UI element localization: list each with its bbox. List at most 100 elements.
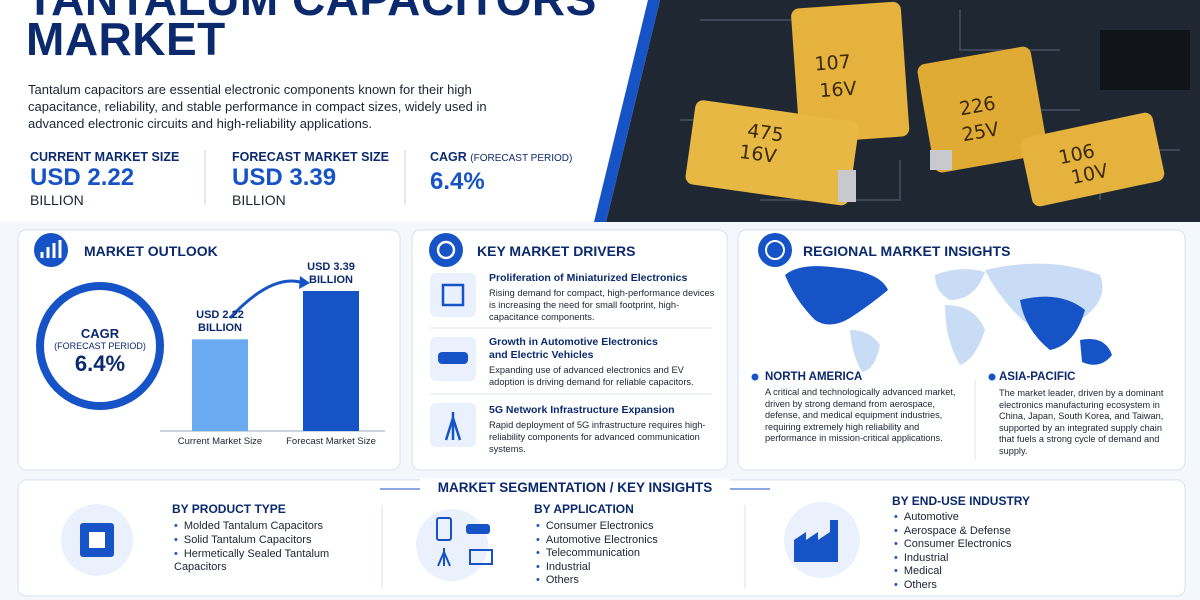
chip (1100, 30, 1190, 90)
segment-item: Hermetically Sealed Tantalum Capacitors (174, 548, 334, 576)
icon (429, 233, 463, 267)
icon-glyph (436, 517, 452, 541)
capacitor-body (791, 1, 910, 144)
capacitor-body (917, 46, 1048, 173)
icon-glyph (765, 240, 785, 260)
world-map (785, 263, 1112, 372)
stat-label: FORECAST MARKET SIZE (232, 150, 389, 164)
driver-title: 5G Network Infrastructure Expansion (489, 404, 675, 416)
segment-item: Others (536, 574, 724, 588)
driver: Growth in Automotive Electronics and Ele… (489, 336, 717, 388)
capacitor-voltage: 16V (738, 141, 778, 168)
segment-group: BY PRODUCT TYPE Molded Tantalum Capacito… (172, 502, 362, 575)
growth-arrow (228, 279, 301, 320)
bar (303, 291, 359, 431)
segment-group: BY APPLICATION Consumer ElectronicsAutom… (534, 502, 724, 588)
capacitor-graphic (685, 1, 1165, 207)
stat: CAGR (FORECAST PERIOD) 6.4% (430, 150, 572, 196)
growth-arrowhead (299, 276, 310, 289)
map-region (785, 266, 888, 325)
panel-title: REGIONAL MARKET INSIGHTS (803, 243, 1011, 259)
capacitor-code: 475 (746, 120, 785, 147)
cagr-period: (FORECAST PERIOD) (54, 341, 146, 351)
cagr-ring (36, 282, 164, 410)
category-label: Forecast Market Size (286, 436, 376, 447)
icon-glyph (89, 532, 105, 548)
segment-list: Consumer ElectronicsAutomotive Electroni… (536, 520, 724, 588)
map-region (945, 305, 985, 365)
icon-glyph (441, 283, 465, 307)
driver: Proliferation of Miniaturized Electronic… (489, 272, 717, 323)
value-label: USD 3.39 BILLION (307, 261, 355, 286)
segment-item: Consumer Electronics (894, 538, 1092, 552)
capacitor-code: 107 (814, 51, 852, 75)
icon-glyph (436, 240, 456, 260)
driver-title: Growth in Automotive Electronics and Ele… (489, 336, 658, 361)
icon-glyph (444, 412, 462, 441)
panel (411, 229, 728, 471)
stat-label: CAGR (430, 150, 467, 164)
panel-title: MARKET SEGMENTATION / KEY INSIGHTS (437, 480, 713, 495)
map-region (1020, 296, 1085, 350)
driver-text: Expanding use of advanced electronics an… (489, 365, 694, 387)
segment-item: Others (894, 579, 1092, 593)
icon (430, 273, 476, 317)
description: Tantalum capacitors are essential electr… (28, 82, 487, 131)
map-region (1080, 339, 1112, 365)
region-text: The market leader, driven by a dominant … (999, 388, 1164, 456)
segment-title: BY PRODUCT TYPE (172, 502, 286, 516)
segment-item: Industrial (536, 561, 724, 575)
capacitor-voltage: 16V (819, 78, 858, 103)
stat-label: CURRENT MARKET SIZE (30, 150, 180, 164)
capacitor-lead (838, 170, 856, 202)
icon-glyph (437, 548, 451, 567)
icon-glyph (40, 240, 62, 258)
marker (751, 373, 759, 381)
marker (988, 373, 996, 381)
capacitor-markings: 107 16V 226 25V 475 16V 106 10V (738, 51, 1110, 189)
icon-glyph (438, 352, 468, 364)
map-region (935, 269, 985, 300)
segment-item: Industrial (894, 552, 1092, 566)
segment-item: Medical (894, 565, 1092, 579)
stat-unit: BILLION (232, 192, 286, 208)
stat-value: 6.4% (430, 168, 485, 195)
segment-item: Automotive (894, 511, 1092, 525)
region-name: NORTH AMERICA (765, 371, 863, 383)
stat-value: USD 3.39 (232, 164, 337, 191)
stat-unit: BILLION (30, 192, 84, 208)
bar (192, 339, 248, 431)
driver-text: Rising demand for compact, high-performa… (489, 288, 715, 322)
title-backdrop (420, 478, 730, 498)
segment-item: Consumer Electronics (536, 520, 724, 534)
stat: CURRENT MARKET SIZE USD 2.22 BILLION (30, 150, 179, 208)
region-name: ASIA-PACIFIC (999, 371, 1076, 383)
photo-edge (594, 0, 660, 222)
segment-item: Aerospace & Defense (894, 525, 1092, 539)
segment-item: Molded Tantalum Capacitors (174, 520, 362, 534)
segment-item: Telecommunication (536, 547, 724, 561)
driver-text: Rapid deployment of 5G infrastructure re… (489, 420, 706, 454)
category-label: Current Market Size (177, 436, 263, 447)
capacitor-lead (930, 150, 952, 170)
capacitor-body (685, 100, 859, 206)
region-text: A critical and technologically advanced … (765, 387, 956, 444)
segment-title: BY END-USE INDUSTRY (892, 494, 1031, 508)
stat-note: (FORECAST PERIOD) (470, 153, 573, 164)
cagr-badge: CAGR (FORECAST PERIOD) 6.4% (40, 326, 160, 377)
capacitor-body (1020, 112, 1165, 207)
icon-glyph (466, 524, 490, 534)
stat-label: CAGR (FORECAST PERIOD) (430, 150, 572, 164)
segment-list: Molded Tantalum CapacitorsSolid Tantalum… (174, 520, 362, 575)
panel-title: MARKET OUTLOOK (84, 243, 218, 259)
driver-title: Proliferation of Miniaturized Electronic… (489, 272, 688, 284)
panel-title: KEY MARKET DRIVERS (477, 243, 636, 259)
stat-value: USD 2.22 (30, 164, 135, 191)
title: MARKET (26, 13, 226, 65)
icon-glyph (469, 549, 493, 565)
segment-item: Automotive Electronics (536, 534, 724, 548)
